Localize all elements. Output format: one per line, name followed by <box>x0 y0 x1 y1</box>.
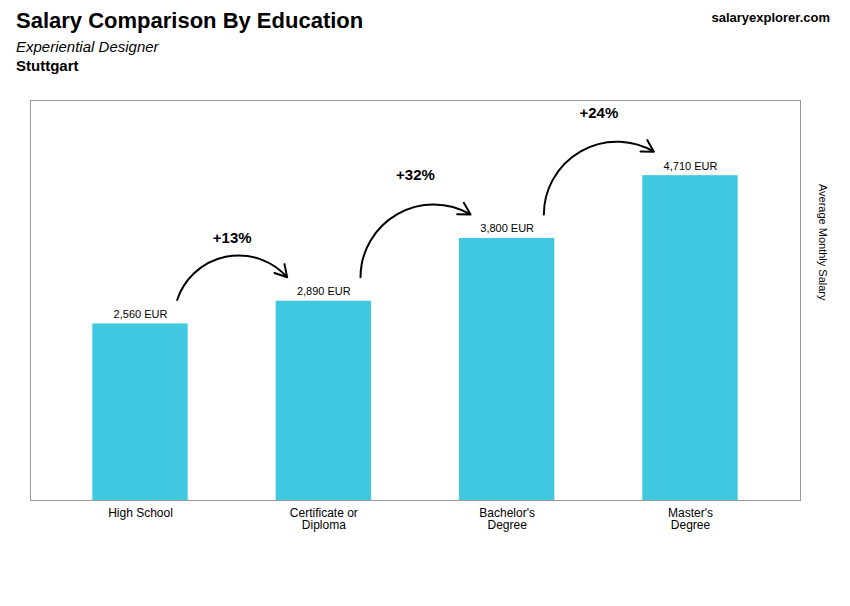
html-text:Salary Comparison By Education: Salary Comparison By Education <box>16 8 364 33</box>
svg-text:Bachelor'sDegree: Bachelor'sDegree <box>479 506 535 532</box>
html-text:Stuttgart: Stuttgart <box>16 57 79 74</box>
svg-text:Certificate orDiploma: Certificate orDiploma <box>290 506 358 532</box>
svg-text:Master'sDegree: Master'sDegree <box>668 506 713 532</box>
svg-text:2,560 EUR: 2,560 EUR <box>114 308 168 320</box>
svg-text:+32%: +32% <box>396 166 435 183</box>
svg-text:4,710 EUR: 4,710 EUR <box>664 160 718 172</box>
svg-text:2,890 EUR: 2,890 EUR <box>297 285 351 297</box>
html-text:salaryexplorer.com: salaryexplorer.com <box>711 10 830 25</box>
svg-text:+24%: +24% <box>579 104 618 121</box>
svg-text:3,800 EUR: 3,800 EUR <box>480 222 534 234</box>
svg-text:Average Monthly Salary: Average Monthly Salary <box>817 184 829 301</box>
svg-text:High School: High School <box>108 506 173 520</box>
svg-text:+13%: +13% <box>213 229 252 246</box>
html-text:Experiential Designer: Experiential Designer <box>16 38 159 55</box>
